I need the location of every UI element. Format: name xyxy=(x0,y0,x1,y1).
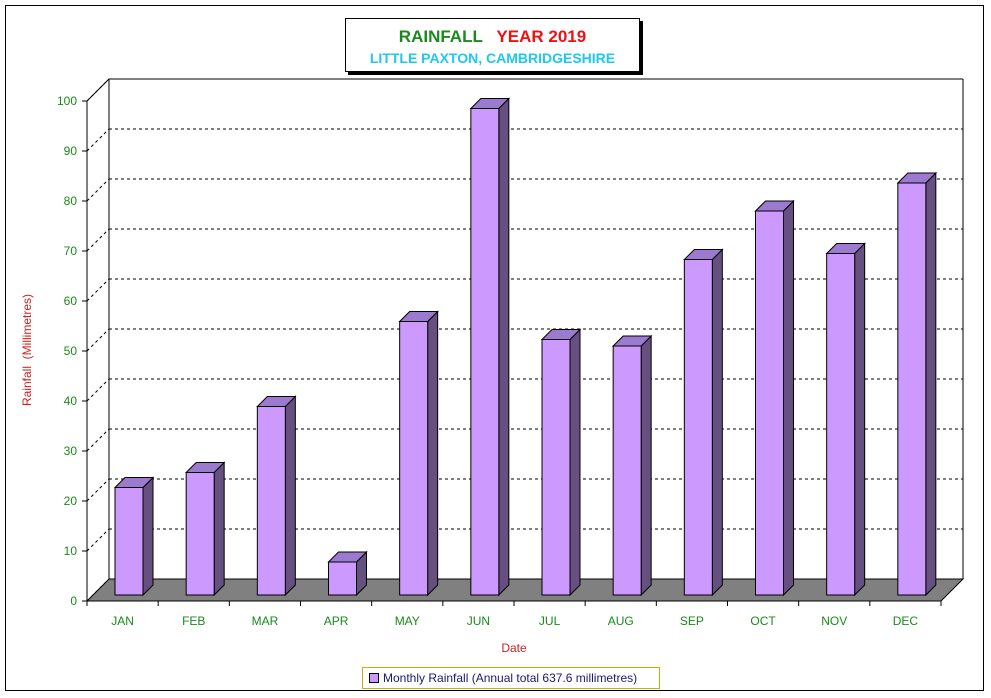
bar xyxy=(185,472,215,596)
chart-title-part2: YEAR 2019 xyxy=(496,27,587,46)
y-tick-label: 10 xyxy=(64,544,78,558)
x-tick-label: JUL xyxy=(539,614,561,628)
bar xyxy=(755,210,784,596)
y-tick-label: 60 xyxy=(64,294,78,308)
bar-side xyxy=(284,395,296,597)
bar-side xyxy=(925,171,937,597)
x-tick-label: MAR xyxy=(252,614,279,628)
bar-side xyxy=(142,476,154,597)
y-tick-label: 80 xyxy=(64,194,78,208)
legend-label: Monthly Rainfall (Annual total 637.6 mil… xyxy=(383,671,638,685)
left-wall-gridline xyxy=(86,528,110,552)
bar xyxy=(826,253,856,596)
x-tick-label: JUN xyxy=(467,614,490,628)
left-wall-gridline xyxy=(86,328,110,352)
left-wall-gridline xyxy=(86,428,110,452)
y-axis-label: Rainfall (Millimetres) xyxy=(20,293,34,407)
bar-side xyxy=(569,328,581,597)
x-tick-label: NOV xyxy=(821,614,847,628)
bar-side xyxy=(498,97,510,597)
bar-side xyxy=(783,199,794,597)
y-tick-label: 40 xyxy=(64,394,78,408)
bar xyxy=(328,561,357,596)
y-tick-label: 20 xyxy=(64,494,78,508)
y-tick-label: 50 xyxy=(64,344,78,358)
bar-side xyxy=(640,334,652,597)
x-tick-label: FEB xyxy=(182,614,205,628)
x-tick-label: SEP xyxy=(680,614,704,628)
left-wall-gridline xyxy=(86,128,110,152)
bar-side xyxy=(711,248,723,597)
left-wall-gridline xyxy=(86,378,110,402)
bar xyxy=(256,406,286,596)
x-tick-label: MAY xyxy=(395,614,420,628)
x-tick-label: OCT xyxy=(750,614,776,628)
x-tick-label: DEC xyxy=(893,614,919,628)
left-wall-gridline xyxy=(86,478,110,502)
legend-swatch xyxy=(369,673,379,683)
bar xyxy=(114,487,144,596)
left-wall-gridline xyxy=(86,228,110,252)
x-tick-label: APR xyxy=(324,614,349,628)
legend: Monthly Rainfall (Annual total 637.6 mil… xyxy=(362,667,660,689)
x-axis-label: Date xyxy=(501,641,527,655)
chart-title: RAINFALL YEAR 2019 xyxy=(346,27,639,47)
bar xyxy=(683,259,713,596)
bar xyxy=(897,182,927,596)
bar-side xyxy=(213,461,225,597)
y-tick-label: 70 xyxy=(64,244,78,258)
bar xyxy=(612,345,642,596)
x-tick-label: JAN xyxy=(111,614,134,628)
y-tick-label: 90 xyxy=(64,144,78,158)
left-wall-gridline xyxy=(86,178,110,202)
left-wall-gridline xyxy=(86,278,110,302)
bar xyxy=(399,321,429,596)
bar-side xyxy=(427,310,439,597)
left-wall-gridline xyxy=(86,78,110,102)
chart-title-part1: RAINFALL xyxy=(398,27,483,46)
chart-title-box: RAINFALL YEAR 2019 LITTLE PAXTON, CAMBRI… xyxy=(345,18,640,72)
x-tick-label: AUG xyxy=(608,614,634,628)
bar xyxy=(541,339,571,596)
chart-subtitle: LITTLE PAXTON, CAMBRIDGESHIRE xyxy=(369,50,616,66)
y-tick-label: 100 xyxy=(57,94,77,108)
bar-side xyxy=(854,242,866,597)
y-tick-label: 0 xyxy=(70,594,77,608)
y-tick-label: 30 xyxy=(64,444,78,458)
bar xyxy=(470,108,500,596)
